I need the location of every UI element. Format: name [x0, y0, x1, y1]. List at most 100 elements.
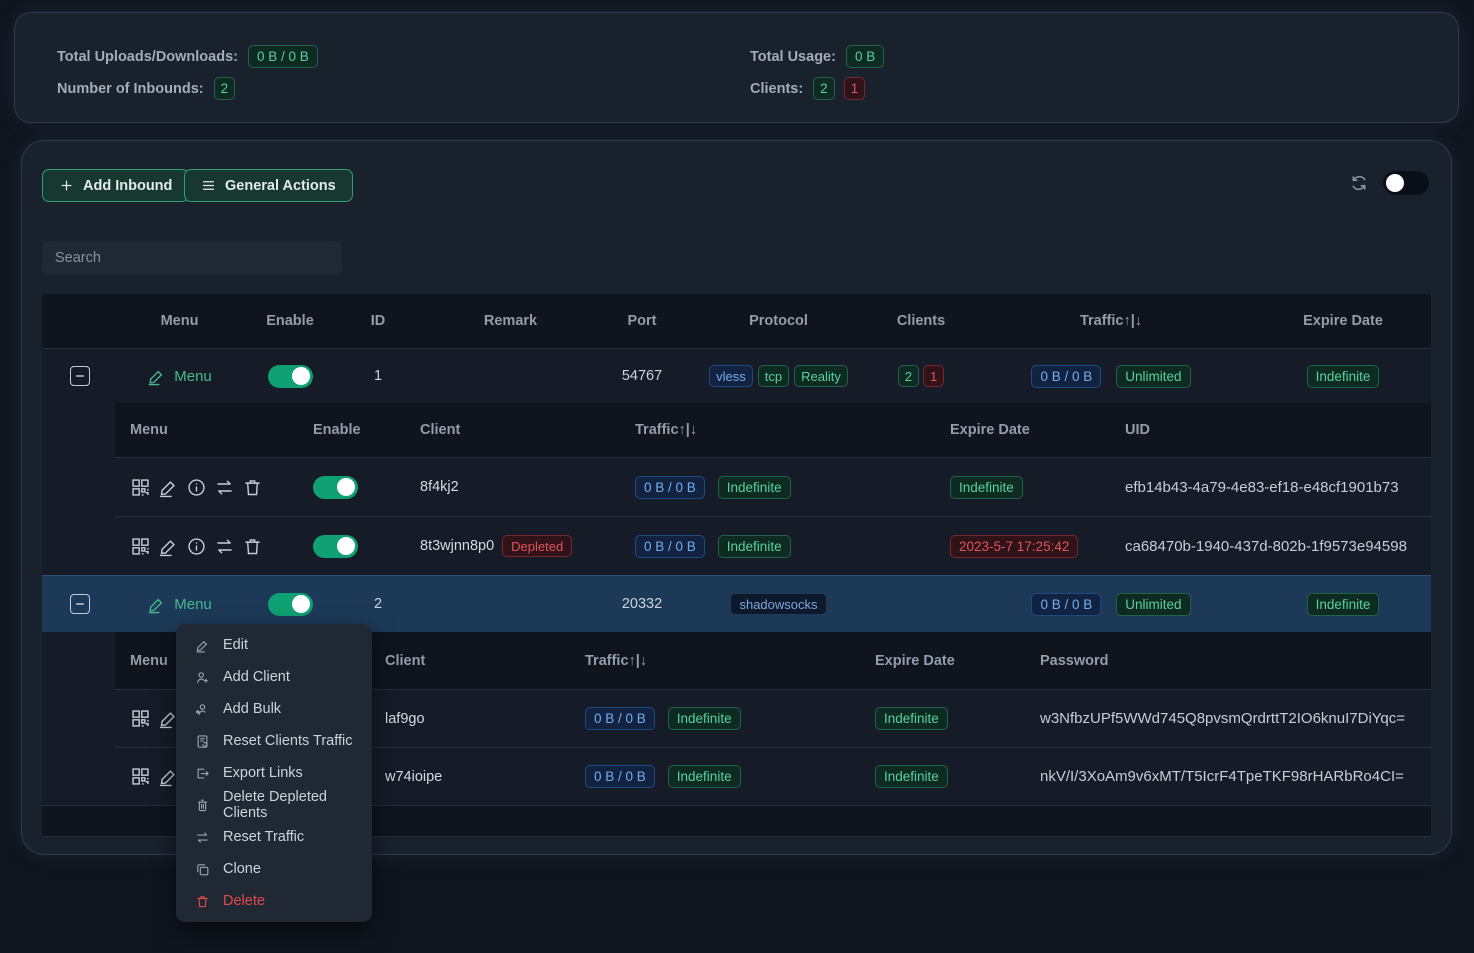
edit-pencil-icon — [158, 477, 179, 498]
clients-active-count: 2 — [813, 77, 835, 100]
client-name: 8f4kj2 — [405, 479, 620, 495]
add-inbound-label: Add Inbound — [83, 178, 172, 194]
stat-total-usage: Total Usage: 0 B — [750, 45, 884, 68]
qr-code-button[interactable] — [130, 708, 151, 729]
qr-code-icon — [130, 536, 151, 557]
clients-label: Clients: — [750, 81, 803, 97]
client-enable-toggle[interactable] — [313, 476, 358, 499]
reset-client-traffic-button[interactable] — [214, 536, 235, 557]
toggle-knob — [337, 478, 355, 496]
header-traffic-sort[interactable]: Traffic↑|↓ — [620, 422, 935, 438]
qr-code-button[interactable] — [130, 536, 151, 557]
user-add-icon — [195, 670, 210, 685]
menu-item-add-client[interactable]: Add Client — [176, 661, 372, 693]
qr-code-icon — [130, 766, 151, 787]
header-protocol: Protocol — [681, 313, 876, 329]
enable-toggle[interactable] — [268, 593, 313, 616]
delete-client-button[interactable] — [242, 477, 263, 498]
general-actions-button[interactable]: General Actions — [184, 169, 353, 202]
theme-toggle[interactable] — [1383, 171, 1429, 195]
header-port: Port — [603, 313, 681, 329]
protocol-badge: shadowsocks — [730, 593, 826, 615]
stats-card: Total Uploads/Downloads: 0 B / 0 B Numbe… — [15, 13, 1458, 122]
clients-table-1: Menu Enable Client Traffic↑|↓ Expire Dat… — [115, 403, 1431, 575]
menu-item-reset-clients-traffic[interactable]: Reset Clients Traffic — [176, 725, 372, 757]
traffic-badge: 0 B / 0 B — [635, 535, 705, 558]
minus-icon — [75, 371, 85, 381]
menu-item-label: Reset Clients Traffic — [223, 733, 352, 749]
qr-code-button[interactable] — [130, 766, 151, 787]
collapse-row-button[interactable] — [70, 366, 90, 386]
header-password: Password — [1025, 653, 1431, 669]
enable-toggle[interactable] — [268, 365, 313, 388]
header-expire-date: Expire Date — [1256, 313, 1430, 329]
client-row: 8f4kj2 0 B / 0 B Indefinite Indefinite e… — [115, 457, 1431, 516]
menu-item-label: Add Client — [223, 669, 290, 685]
menu-item-label: Delete — [223, 893, 265, 909]
inbound-id: 2 — [338, 596, 418, 612]
header-traffic-sort[interactable]: Traffic↑|↓ — [570, 653, 860, 669]
client-info-button[interactable] — [186, 536, 207, 557]
traffic-limit-badge: Indefinite — [718, 476, 791, 499]
client-name: w74ioipe — [370, 769, 570, 785]
traffic-badge: 0 B / 0 B — [1031, 593, 1101, 616]
edit-pencil-icon — [158, 536, 179, 557]
header-remark: Remark — [418, 313, 603, 329]
swap-arrows-icon — [214, 477, 235, 498]
menu-item-label: Delete Depleted Clients — [223, 789, 372, 821]
menu-item-delete-depleted-clients[interactable]: Delete Depleted Clients — [176, 789, 372, 821]
refresh-icon — [1349, 173, 1369, 193]
header-client: Client — [405, 422, 620, 438]
toggle-knob — [292, 595, 310, 613]
inbound-menu-trigger[interactable]: Menu — [147, 367, 212, 386]
inbounds-table-header: Menu Enable ID Remark Port Protocol Clie… — [42, 294, 1431, 348]
client-row: 8t3wjnn8p0 Depleted 0 B / 0 B Indefinite… — [115, 516, 1431, 575]
toggle-knob — [337, 537, 355, 555]
export-icon — [195, 766, 210, 781]
clients-depleted-badge: 1 — [923, 365, 944, 387]
client-uid: efb14b43-4a79-4e83-ef18-e48cf1901b73 — [1110, 479, 1431, 496]
toggle-knob — [292, 367, 310, 385]
client-uid: ca68470b-1940-437d-802b-1f9573e94598 — [1110, 538, 1431, 555]
menu-item-clone[interactable]: Clone — [176, 853, 372, 885]
client-info-button[interactable] — [186, 477, 207, 498]
header-traffic-sort[interactable]: Traffic↑|↓ — [966, 313, 1256, 329]
clients-active-badge: 2 — [898, 365, 919, 387]
stat-total-uploads-downloads: Total Uploads/Downloads: 0 B / 0 B — [57, 45, 750, 68]
number-of-inbounds-label: Number of Inbounds: — [57, 81, 204, 97]
header-expire-date: Expire Date — [935, 422, 1110, 438]
menu-label: Menu — [174, 596, 212, 613]
header-menu: Menu — [117, 313, 242, 329]
refresh-button[interactable] — [1349, 173, 1369, 193]
add-inbound-button[interactable]: Add Inbound — [42, 169, 189, 202]
menu-item-reset-traffic[interactable]: Reset Traffic — [176, 821, 372, 853]
traffic-limit-badge: Indefinite — [668, 707, 741, 730]
menu-item-label: Clone — [223, 861, 261, 877]
traffic-limit-badge: Indefinite — [718, 535, 791, 558]
client-enable-toggle[interactable] — [313, 535, 358, 558]
info-icon — [186, 536, 207, 557]
edit-client-button[interactable] — [158, 477, 179, 498]
search-input[interactable] — [42, 241, 342, 275]
delete-client-button[interactable] — [242, 536, 263, 557]
traffic-limit-badge: Unlimited — [1116, 593, 1190, 616]
edit-pencil-icon — [195, 638, 210, 653]
header-client: Client — [370, 653, 570, 669]
collapse-row-button[interactable] — [70, 594, 90, 614]
expire-badge: Indefinite — [1307, 593, 1380, 616]
header-id: ID — [338, 313, 418, 329]
menu-item-edit[interactable]: Edit — [176, 629, 372, 661]
menu-item-add-bulk[interactable]: Add Bulk — [176, 693, 372, 725]
menu-item-export-links[interactable]: Export Links — [176, 757, 372, 789]
menu-item-delete[interactable]: Delete — [176, 885, 372, 917]
inbound-port: 20332 — [603, 596, 681, 612]
network-badge: tcp — [758, 365, 789, 387]
header-enable: Enable — [242, 313, 338, 329]
edit-client-button[interactable] — [158, 536, 179, 557]
trash-icon — [195, 894, 210, 909]
number-of-inbounds-value: 2 — [214, 77, 236, 100]
inbound-menu-trigger[interactable]: Menu — [147, 595, 212, 614]
qr-code-button[interactable] — [130, 477, 151, 498]
inbound-id: 1 — [338, 368, 418, 384]
reset-client-traffic-button[interactable] — [214, 477, 235, 498]
